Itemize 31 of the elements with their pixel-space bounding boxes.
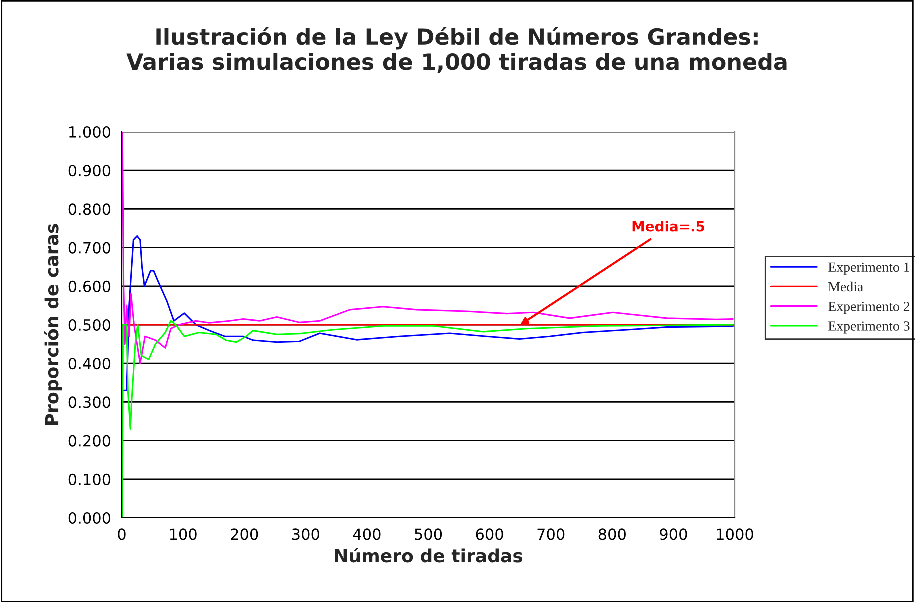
legend-label: Experimento 2 [828,302,910,314]
y-tick-label: 0.100 [68,474,111,486]
x-tick-label: 300 [292,528,320,540]
y-tick-label: 0.600 [68,280,111,292]
x-tick-label: 900 [660,528,688,540]
y-tick-label: 1.000 [70,126,111,138]
x-tick-label: 600 [476,528,504,540]
x-tick-label: 400 [353,528,381,540]
legend-label: Experimento 1 [828,262,910,275]
y-tick-label: 0.800 [68,204,111,216]
x-tick-label: 500 [415,528,442,540]
y-tick-label: 0.200 [68,435,111,447]
x-tick-label: 0 [118,528,126,540]
y-axis-title: Proporción de caras [44,224,62,426]
y-tick-label: 0.300 [68,396,111,408]
y-tick-label: 0.400 [68,358,111,370]
x-tick-label: 800 [598,528,626,540]
annotation: Media=.5 [632,221,704,232]
y-tick-label: 0.900 [68,165,111,177]
y-tick-label: 0.700 [68,242,111,254]
legend-label: Experimento 3 [828,322,910,334]
line-series [123,235,734,392]
x-tick-label: 700 [538,528,565,540]
legend-label: Media [828,282,864,292]
x-tick-label: 1000 [717,528,754,540]
x-axis-title: Número de tiradas [335,548,523,563]
y-tick-label: 0.000 [68,512,111,524]
y-tick-label: 0.500 [68,319,111,332]
x-tick-label: 200 [231,528,258,540]
x-tick-label: 100 [170,528,197,540]
chart-title: Ilustración de la Ley Débil de Números Grandes: Varias simulaciones de 1,000 tiradas de una moneda [126,27,787,74]
